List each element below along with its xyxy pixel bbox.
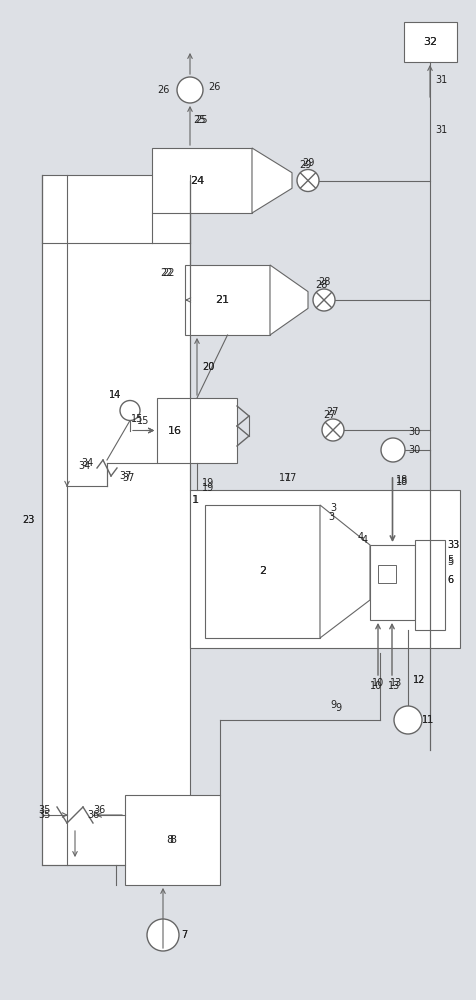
Text: 24: 24 bbox=[189, 176, 204, 186]
Text: 11: 11 bbox=[421, 715, 433, 725]
Text: 18: 18 bbox=[395, 477, 407, 487]
Text: 16: 16 bbox=[168, 426, 182, 436]
Text: 6: 6 bbox=[446, 575, 452, 585]
Bar bbox=[189, 490, 459, 648]
Text: 23: 23 bbox=[22, 515, 34, 525]
Text: 16: 16 bbox=[168, 426, 182, 436]
Polygon shape bbox=[251, 148, 291, 213]
Text: 25: 25 bbox=[193, 115, 205, 125]
Text: 31: 31 bbox=[434, 75, 446, 85]
Bar bbox=[152, 148, 251, 213]
Text: 20: 20 bbox=[201, 361, 214, 371]
Text: 2: 2 bbox=[258, 566, 266, 576]
Text: 3: 3 bbox=[329, 503, 336, 513]
Text: 29: 29 bbox=[301, 157, 314, 167]
Text: 35: 35 bbox=[39, 810, 51, 820]
Polygon shape bbox=[269, 265, 307, 335]
Text: 3: 3 bbox=[327, 512, 333, 522]
Text: 14: 14 bbox=[109, 390, 121, 400]
Bar bbox=[414, 540, 444, 630]
Bar bbox=[205, 505, 319, 638]
Text: 1: 1 bbox=[193, 495, 198, 505]
Bar bbox=[369, 545, 414, 620]
Text: 36: 36 bbox=[87, 810, 99, 820]
Text: 34: 34 bbox=[81, 458, 93, 468]
Circle shape bbox=[393, 706, 421, 734]
Text: 22: 22 bbox=[159, 268, 172, 278]
Text: 8: 8 bbox=[169, 835, 176, 845]
Text: 1: 1 bbox=[192, 495, 198, 505]
Text: 30: 30 bbox=[407, 427, 419, 437]
Text: 32: 32 bbox=[423, 37, 436, 47]
Text: 7: 7 bbox=[180, 930, 187, 940]
Text: 23: 23 bbox=[22, 515, 34, 525]
Bar bbox=[377, 565, 395, 583]
Text: 33: 33 bbox=[446, 540, 458, 550]
Text: 5: 5 bbox=[446, 555, 452, 565]
Text: 13: 13 bbox=[389, 678, 401, 688]
Bar bbox=[185, 265, 269, 335]
Text: 28: 28 bbox=[314, 280, 327, 290]
Circle shape bbox=[177, 77, 203, 103]
Text: 27: 27 bbox=[323, 410, 336, 420]
Bar bbox=[157, 398, 237, 463]
Text: 20: 20 bbox=[201, 361, 214, 371]
Text: 35: 35 bbox=[39, 805, 51, 815]
Bar bbox=[403, 22, 456, 62]
Text: 10: 10 bbox=[371, 678, 384, 688]
Circle shape bbox=[147, 919, 178, 951]
Text: 12: 12 bbox=[412, 675, 425, 685]
Text: 37: 37 bbox=[119, 471, 131, 481]
Circle shape bbox=[321, 419, 343, 441]
Text: 9: 9 bbox=[334, 703, 340, 713]
Text: 9: 9 bbox=[329, 700, 336, 710]
Text: 6: 6 bbox=[446, 575, 452, 585]
Text: 37: 37 bbox=[122, 473, 134, 483]
Circle shape bbox=[120, 400, 140, 420]
Text: 31: 31 bbox=[434, 125, 446, 135]
Text: 28: 28 bbox=[317, 277, 329, 287]
Bar bbox=[42, 175, 189, 865]
Text: 26: 26 bbox=[208, 82, 220, 92]
Text: 10: 10 bbox=[369, 681, 381, 691]
Text: 15: 15 bbox=[130, 414, 143, 424]
Circle shape bbox=[312, 289, 334, 311]
Text: 24: 24 bbox=[189, 176, 204, 186]
Text: 15: 15 bbox=[137, 416, 149, 426]
Text: 5: 5 bbox=[446, 557, 452, 567]
Text: 26: 26 bbox=[157, 85, 169, 95]
Text: 36: 36 bbox=[93, 805, 105, 815]
Text: 8: 8 bbox=[166, 835, 173, 845]
Text: 14: 14 bbox=[109, 389, 121, 399]
Text: 4: 4 bbox=[361, 535, 367, 545]
Bar bbox=[125, 795, 219, 885]
Text: 7: 7 bbox=[180, 930, 187, 940]
Text: 13: 13 bbox=[387, 681, 399, 691]
Text: 32: 32 bbox=[423, 37, 436, 47]
Text: 30: 30 bbox=[407, 445, 419, 455]
Text: 2: 2 bbox=[258, 566, 266, 576]
Text: 22: 22 bbox=[162, 268, 174, 278]
Text: 12: 12 bbox=[412, 675, 425, 685]
Text: 25: 25 bbox=[195, 115, 207, 125]
Circle shape bbox=[380, 438, 404, 462]
Text: 18: 18 bbox=[395, 475, 407, 485]
Text: 19: 19 bbox=[201, 478, 214, 488]
Text: 4: 4 bbox=[357, 532, 363, 542]
Text: 29: 29 bbox=[298, 160, 310, 170]
Text: 21: 21 bbox=[215, 295, 229, 305]
Text: 34: 34 bbox=[79, 461, 91, 471]
Text: 19: 19 bbox=[201, 483, 214, 493]
Polygon shape bbox=[319, 505, 369, 638]
Text: 11: 11 bbox=[421, 715, 433, 725]
Circle shape bbox=[297, 169, 318, 192]
Text: 33: 33 bbox=[446, 540, 458, 550]
Text: 21: 21 bbox=[215, 295, 229, 305]
Text: 27: 27 bbox=[326, 407, 338, 417]
Text: 17: 17 bbox=[278, 473, 290, 483]
Text: 17: 17 bbox=[284, 473, 297, 483]
